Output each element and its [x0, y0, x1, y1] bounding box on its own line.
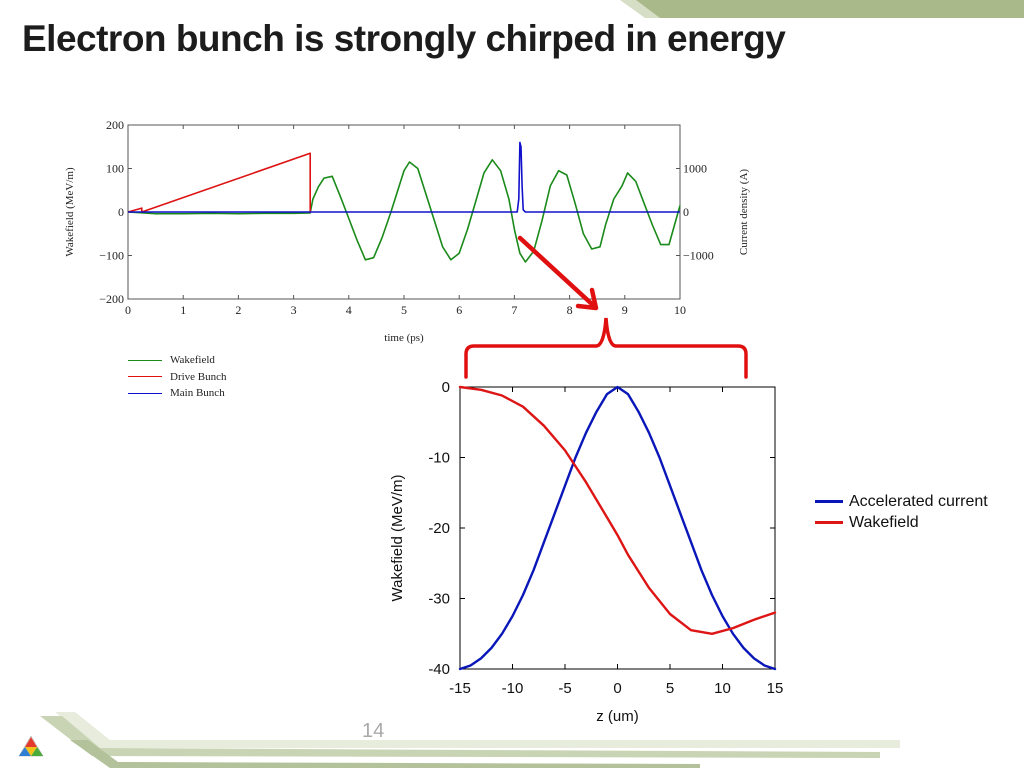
bottom-y-tick-label: -30 — [428, 591, 450, 608]
top-y-tick-label: 100 — [106, 162, 124, 176]
legend-label-accelerated-current: Accelerated current — [849, 492, 988, 510]
top-y-tick-label: 0 — [118, 205, 124, 219]
top-x-tick-label: 0 — [125, 303, 131, 317]
top-x-tick-label: 10 — [674, 303, 686, 317]
legend-item-accelerated-current: Accelerated current — [815, 491, 988, 512]
top-y-axis-label: Wakefield (MeV/m) — [64, 167, 76, 257]
bottom-x-tick-label: -10 — [502, 680, 524, 697]
top-x-tick-label: 2 — [235, 303, 241, 317]
bottom-x-tick-label: 0 — [613, 680, 621, 697]
bottom-y-tick-label: 0 — [442, 379, 450, 396]
top-y2-axis-label: Current density (A) — [738, 169, 750, 255]
bottom-x-tick-label: -15 — [449, 680, 471, 697]
legend-label-drive-bunch: Drive Bunch — [170, 370, 227, 383]
top-y-tick-label: 200 — [106, 118, 124, 132]
legend-label-main-bunch: Main Bunch — [170, 387, 225, 400]
callout-bracket — [464, 317, 748, 379]
header-band-light — [620, 0, 660, 18]
top-y2-tick-label: 1000 — [683, 162, 707, 176]
bottom-y-tick-label: -10 — [428, 450, 450, 467]
top-y-tick-label: −200 — [99, 292, 124, 306]
top-x-tick-label: 4 — [346, 303, 352, 317]
legend-swatch-accelerated-current — [815, 500, 843, 503]
bottom-chart-axes: -15 -10 -5 0 5 10 15 0 -10 -20 -30 -40 — [428, 379, 783, 697]
footer-swoosh-light — [55, 712, 900, 748]
top-x-axis-label: time (ps) — [384, 332, 424, 344]
legend-item-wakefield-bottom: Wakefield — [815, 512, 988, 533]
top-x-tick-label: 3 — [291, 303, 297, 317]
bottom-y-tick-label: -40 — [428, 661, 450, 678]
callout-arrow-head — [575, 287, 599, 311]
callout-arrow-shaft — [517, 235, 597, 309]
top-series-line-wakefield — [127, 158, 681, 263]
top-y2-tick-label: −1000 — [683, 249, 714, 263]
header-band-dark — [625, 0, 1024, 18]
top-x-tick-label: 7 — [511, 303, 517, 317]
legend-item-drive-bunch: Drive Bunch — [128, 369, 227, 386]
top-chart-series — [127, 141, 681, 263]
legend-item-wakefield: Wakefield — [128, 352, 227, 369]
top-x-tick-label: 9 — [622, 303, 628, 317]
bottom-x-tick-label: 15 — [767, 680, 784, 697]
top-x-tick-label: 8 — [567, 303, 573, 317]
legend-swatch-drive-bunch — [128, 376, 162, 378]
legend-item-main-bunch: Main Bunch — [128, 385, 227, 402]
bottom-series-line-accelerated-current — [458, 385, 777, 671]
bottom-x-axis-label: z (um) — [596, 708, 639, 725]
bottom-x-tick-label: 5 — [666, 680, 674, 697]
bottom-series-line-wakefield — [458, 385, 777, 635]
legend-swatch-main-bunch — [128, 392, 162, 394]
page-number: 14 — [362, 720, 385, 742]
footer-swoosh-dark — [70, 740, 700, 768]
header-decoration — [620, 0, 1024, 18]
bottom-chart-legend: Accelerated current Wakefield — [815, 491, 988, 533]
bottom-y-axis-label: Wakefield (MeV/m) — [389, 475, 406, 602]
top-chart-legend: Wakefield Drive Bunch Main Bunch — [128, 352, 227, 402]
top-y-tick-label: −100 — [99, 249, 124, 263]
top-series-line-main-bunch — [128, 141, 680, 213]
top-x-tick-label: 6 — [456, 303, 462, 317]
bottom-chart: -15 -10 -5 0 5 10 15 0 -10 -20 -30 -40 z (um) Wakef… — [389, 379, 783, 725]
bottom-x-tick-label: -5 — [558, 680, 571, 697]
legend-label-wakefield-bottom: Wakefield — [849, 513, 919, 531]
top-x-tick-label: 1 — [180, 303, 186, 317]
top-x-tick-label: 5 — [401, 303, 407, 317]
top-y2-tick-label: 0 — [683, 205, 689, 219]
lab-logo-icon — [18, 735, 44, 757]
bottom-y-tick-label: -20 — [428, 520, 450, 537]
legend-swatch-wakefield-bottom — [815, 521, 843, 524]
legend-label-wakefield: Wakefield — [170, 354, 215, 367]
footer-swoosh-mid — [40, 716, 880, 758]
slide-title: Electron bunch is strongly chirped in en… — [22, 18, 786, 59]
legend-swatch-wakefield — [128, 359, 162, 361]
bottom-x-tick-label: 10 — [714, 680, 731, 697]
bottom-chart-series — [458, 385, 777, 671]
